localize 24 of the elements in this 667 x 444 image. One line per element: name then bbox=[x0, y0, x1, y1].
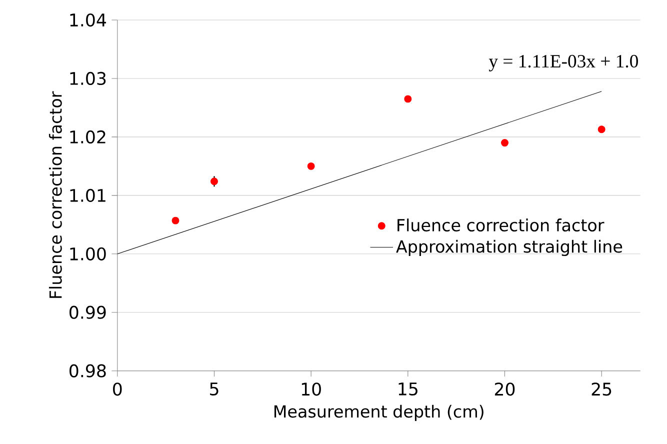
x-tick-label: 25 bbox=[592, 382, 612, 396]
legend-label: Approximation straight line bbox=[396, 240, 622, 256]
y-tick-label: 0.99 bbox=[70, 306, 106, 319]
y-tick-label: 1.01 bbox=[70, 188, 106, 202]
y-tick-label: 1.04 bbox=[70, 13, 106, 26]
y-tick-label: 1.03 bbox=[70, 72, 106, 85]
point bbox=[404, 95, 412, 103]
y-tick-label: 0.98 bbox=[70, 364, 106, 378]
legend-label: Fluence correction factor bbox=[398, 218, 604, 232]
point bbox=[210, 178, 218, 186]
x-tick-label: 10 bbox=[302, 382, 321, 396]
annotation: y = 1.11E-03x + 1.0 bbox=[488, 54, 638, 72]
point bbox=[307, 162, 315, 170]
y-axis-title: Fluence correction factor bbox=[48, 91, 62, 298]
point bbox=[172, 216, 180, 224]
point bbox=[598, 126, 606, 133]
x-axis-title: Measurement depth (cm) bbox=[274, 404, 484, 421]
x-tick-label: 0 bbox=[113, 382, 122, 396]
y-tick-label: 1.00 bbox=[70, 247, 106, 260]
x-tick-label: 5 bbox=[210, 382, 218, 396]
x-tick-label: 20 bbox=[494, 382, 515, 396]
y-tick-label: 1.02 bbox=[70, 130, 106, 144]
point bbox=[501, 138, 508, 146]
x-tick-label: 15 bbox=[398, 382, 418, 396]
